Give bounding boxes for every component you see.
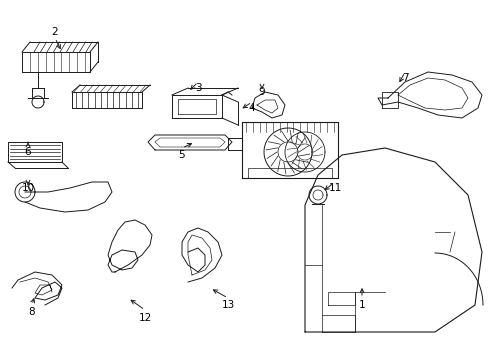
Text: 12: 12 (138, 313, 151, 323)
Text: 10: 10 (21, 183, 35, 193)
Text: 4: 4 (248, 103, 255, 113)
Text: 5: 5 (178, 150, 185, 160)
Text: 1: 1 (358, 300, 365, 310)
Text: 3: 3 (194, 83, 201, 93)
Text: 2: 2 (52, 27, 58, 37)
Text: 7: 7 (401, 73, 407, 83)
Text: 8: 8 (29, 307, 35, 317)
Text: 13: 13 (221, 300, 234, 310)
Text: 11: 11 (328, 183, 341, 193)
Text: 9: 9 (258, 87, 265, 97)
Text: 6: 6 (24, 147, 31, 157)
